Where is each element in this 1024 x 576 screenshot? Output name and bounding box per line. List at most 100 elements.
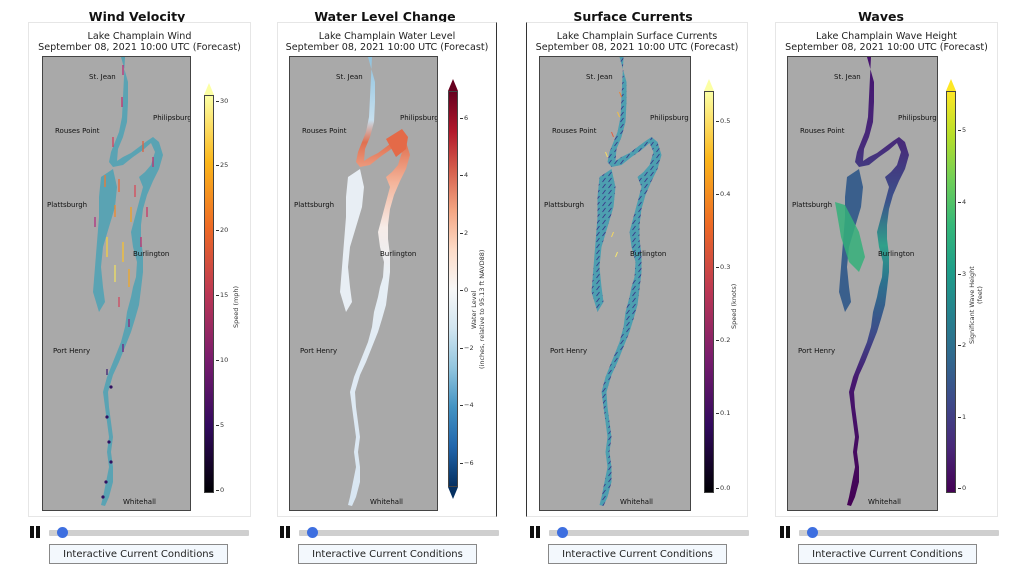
surface-currents-colorbar: 0.5 0.4 0.3 0.2 0.1 0.0 Speed (knots) bbox=[704, 79, 738, 493]
city-label-plattsburgh: Plattsburgh bbox=[544, 201, 585, 209]
colorbar-tick: 25 bbox=[215, 161, 229, 169]
city-label-philipsburg: Philipsburg bbox=[400, 114, 438, 122]
animation-controls bbox=[280, 524, 500, 540]
pause-button[interactable] bbox=[530, 526, 542, 538]
pause-button[interactable] bbox=[280, 526, 292, 538]
time-slider-thumb[interactable] bbox=[557, 527, 568, 538]
pause-button[interactable] bbox=[780, 526, 792, 538]
interactive-current-conditions-button[interactable]: Interactive Current Conditions bbox=[548, 544, 727, 564]
figure-timestamp: September 08, 2021 10:00 UTC (Forecast) bbox=[285, 42, 489, 53]
time-slider[interactable] bbox=[799, 527, 999, 538]
colorbar-tick: 0.4 bbox=[715, 190, 731, 198]
city-label-whitehall: Whitehall bbox=[620, 498, 653, 506]
city-label-burlington: Burlington bbox=[878, 250, 915, 258]
colorbar-tick: 0.2 bbox=[715, 336, 731, 344]
city-label-philipsburg: Philipsburg bbox=[153, 114, 191, 122]
city-label-rouses-point: Rouses Point bbox=[800, 127, 845, 135]
interactive-current-conditions-button[interactable]: Interactive Current Conditions bbox=[298, 544, 477, 564]
panel-title: Water Level Change bbox=[314, 9, 456, 24]
city-label-port-henry: Port Henry bbox=[53, 347, 91, 355]
time-slider[interactable] bbox=[49, 527, 249, 538]
colorbar-tick: 0.0 bbox=[715, 484, 731, 492]
figure-subtitle: Lake Champlain Wave Height bbox=[816, 31, 957, 42]
colorbar-tick: 0.3 bbox=[715, 263, 731, 271]
surface-currents-map[interactable]: St. Jean Philipsburg Rouses Point Platts… bbox=[539, 56, 691, 511]
city-label-whitehall: Whitehall bbox=[370, 498, 403, 506]
time-slider[interactable] bbox=[299, 527, 499, 538]
colorbar-tick: 3 bbox=[957, 270, 967, 278]
city-label-philipsburg: Philipsburg bbox=[898, 114, 937, 122]
colorbar-label-units: (inches, relative to 95.13 ft NAVD88) bbox=[478, 249, 486, 369]
city-label-port-henry: Port Henry bbox=[300, 347, 338, 355]
figure-timestamp: September 08, 2021 10:00 UTC (Forecast) bbox=[535, 42, 739, 53]
city-label-burlington: Burlington bbox=[380, 250, 417, 258]
colorbar-tick: 30 bbox=[215, 97, 229, 105]
panel-water-level-change: Water Level Change Lake Champlain Water … bbox=[250, 0, 500, 576]
wind-map[interactable]: St. Jean Philipsburg Rouses Point Platts… bbox=[42, 56, 191, 511]
panel-surface-currents: Surface Currents Lake Champlain Surface … bbox=[500, 0, 750, 576]
colorbar-tick: 15 bbox=[215, 291, 229, 299]
colorbar-tick: −2 bbox=[460, 344, 474, 352]
water-level-colorbar: 6 4 2 0 −2 −4 −6 Water Level (inches, re… bbox=[448, 79, 486, 499]
city-label-port-henry: Port Henry bbox=[550, 347, 588, 355]
colorbar-tick: 4 bbox=[957, 198, 967, 206]
colorbar-label: Speed (mph) bbox=[232, 285, 240, 328]
city-label-rouses-point: Rouses Point bbox=[55, 127, 100, 135]
figure-timestamp: September 08, 2021 10:00 UTC (Forecast) bbox=[785, 42, 988, 53]
colorbar-tick: 0 bbox=[215, 486, 225, 494]
wind-figure: Lake Champlain Wind September 08, 2021 1… bbox=[28, 22, 251, 517]
colorbar-tick: 10 bbox=[215, 356, 229, 364]
city-label-philipsburg: Philipsburg bbox=[650, 114, 689, 122]
colorbar-tick: 0 bbox=[957, 484, 967, 492]
water-level-map[interactable]: St. Jean Philipsburg Rouses Point Platts… bbox=[289, 56, 438, 511]
panel-wind-velocity: Wind Velocity Lake Champlain Wind Septem… bbox=[0, 0, 251, 576]
colorbar-tick: −4 bbox=[460, 401, 474, 409]
waves-map[interactable]: St. Jean Philipsburg Rouses Point Platts… bbox=[787, 56, 938, 511]
time-slider-thumb[interactable] bbox=[57, 527, 68, 538]
waves-figure: Lake Champlain Wave Height September 08,… bbox=[775, 22, 998, 517]
city-label-plattsburgh: Plattsburgh bbox=[792, 201, 833, 209]
figure-subtitle: Lake Champlain Wind bbox=[87, 31, 192, 42]
animation-controls bbox=[30, 524, 250, 540]
time-slider-thumb[interactable] bbox=[307, 527, 318, 538]
interactive-current-conditions-button[interactable]: Interactive Current Conditions bbox=[798, 544, 977, 564]
colorbar-tick: 20 bbox=[215, 226, 229, 234]
figure-subtitle: Lake Champlain Surface Currents bbox=[556, 31, 718, 42]
colorbar-tick: 6 bbox=[459, 114, 469, 122]
colorbar-tick: 4 bbox=[459, 171, 469, 179]
city-label-rouses-point: Rouses Point bbox=[552, 127, 597, 135]
city-label-plattsburgh: Plattsburgh bbox=[294, 201, 335, 209]
colorbar-tick: 0 bbox=[459, 286, 469, 294]
animation-controls bbox=[780, 524, 1000, 540]
lake-shape bbox=[835, 57, 909, 506]
city-label-rouses-point: Rouses Point bbox=[302, 127, 347, 135]
colorbar-tick: 5 bbox=[957, 126, 967, 134]
lake-shape bbox=[591, 57, 662, 506]
panel-title: Wind Velocity bbox=[88, 9, 186, 24]
waves-colorbar: 5 4 3 2 1 0 Significant Wave Height (fee… bbox=[946, 79, 984, 493]
city-label-st-jean: St. Jean bbox=[586, 73, 613, 81]
city-label-port-henry: Port Henry bbox=[798, 347, 836, 355]
city-label-st-jean: St. Jean bbox=[89, 73, 116, 81]
water-level-figure: Lake Champlain Water Level September 08,… bbox=[277, 22, 497, 517]
time-slider-thumb[interactable] bbox=[807, 527, 818, 538]
time-slider[interactable] bbox=[549, 527, 749, 538]
wind-colorbar: 30 25 20 15 10 5 0 Speed (mph) bbox=[204, 83, 240, 494]
colorbar-label: Speed (knots) bbox=[730, 283, 738, 329]
figure-subtitle: Lake Champlain Water Level bbox=[318, 31, 456, 42]
lake-shape bbox=[93, 57, 163, 506]
city-label-st-jean: St. Jean bbox=[336, 73, 363, 81]
city-label-burlington: Burlington bbox=[630, 250, 667, 258]
city-label-whitehall: Whitehall bbox=[123, 498, 156, 506]
city-label-st-jean: St. Jean bbox=[834, 73, 861, 81]
surface-currents-figure: Lake Champlain Surface Currents Septembe… bbox=[526, 22, 748, 517]
panel-title: Waves bbox=[858, 9, 904, 24]
interactive-current-conditions-button[interactable]: Interactive Current Conditions bbox=[49, 544, 228, 564]
panel-title: Surface Currents bbox=[573, 9, 693, 24]
colorbar-tick: −6 bbox=[460, 459, 474, 467]
panel-waves: Waves Lake Champlain Wave Height Septemb… bbox=[750, 0, 1024, 576]
pause-button[interactable] bbox=[30, 526, 42, 538]
colorbar-label: Significant Wave Height bbox=[968, 266, 976, 344]
lake-shape bbox=[340, 57, 410, 506]
colorbar-tick: 2 bbox=[459, 229, 469, 237]
